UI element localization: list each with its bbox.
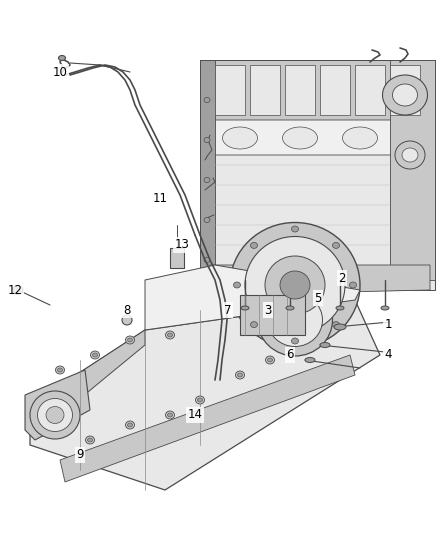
Bar bbox=[240, 295, 305, 335]
Ellipse shape bbox=[268, 358, 272, 362]
Text: 1: 1 bbox=[384, 319, 392, 332]
Ellipse shape bbox=[204, 98, 210, 102]
Text: 10: 10 bbox=[53, 66, 67, 78]
Ellipse shape bbox=[236, 371, 244, 379]
Text: 3: 3 bbox=[264, 303, 272, 317]
Ellipse shape bbox=[46, 407, 64, 424]
Ellipse shape bbox=[57, 368, 63, 372]
Ellipse shape bbox=[166, 411, 174, 419]
Text: 4: 4 bbox=[384, 349, 392, 361]
Ellipse shape bbox=[230, 222, 360, 348]
Bar bbox=[170, 248, 184, 268]
Text: 13: 13 bbox=[175, 238, 190, 252]
Ellipse shape bbox=[38, 399, 73, 432]
Ellipse shape bbox=[59, 55, 66, 61]
Ellipse shape bbox=[195, 396, 205, 404]
Ellipse shape bbox=[126, 421, 134, 429]
Text: 5: 5 bbox=[314, 292, 321, 304]
Ellipse shape bbox=[286, 306, 294, 310]
Ellipse shape bbox=[265, 356, 275, 364]
Ellipse shape bbox=[127, 338, 133, 342]
Ellipse shape bbox=[85, 436, 95, 444]
Ellipse shape bbox=[280, 271, 310, 299]
Polygon shape bbox=[390, 60, 435, 280]
Ellipse shape bbox=[88, 438, 92, 442]
Text: 14: 14 bbox=[187, 408, 202, 422]
Polygon shape bbox=[320, 65, 350, 115]
Ellipse shape bbox=[204, 217, 210, 222]
Ellipse shape bbox=[305, 358, 315, 362]
Polygon shape bbox=[25, 370, 90, 440]
Ellipse shape bbox=[237, 373, 243, 377]
Ellipse shape bbox=[204, 257, 210, 262]
Ellipse shape bbox=[283, 127, 318, 149]
Ellipse shape bbox=[336, 306, 344, 310]
Ellipse shape bbox=[13, 286, 23, 295]
Text: 9: 9 bbox=[76, 448, 84, 462]
Ellipse shape bbox=[30, 391, 80, 439]
Polygon shape bbox=[215, 65, 245, 115]
Polygon shape bbox=[250, 65, 280, 115]
Polygon shape bbox=[30, 330, 145, 430]
Ellipse shape bbox=[166, 331, 174, 339]
Ellipse shape bbox=[92, 353, 98, 357]
Polygon shape bbox=[285, 65, 315, 115]
Ellipse shape bbox=[251, 243, 258, 248]
Ellipse shape bbox=[241, 306, 249, 310]
Polygon shape bbox=[390, 65, 420, 115]
Ellipse shape bbox=[258, 284, 332, 356]
Text: 2: 2 bbox=[338, 271, 346, 285]
Ellipse shape bbox=[91, 351, 99, 359]
Ellipse shape bbox=[167, 413, 173, 417]
Text: 7: 7 bbox=[224, 303, 232, 317]
Ellipse shape bbox=[402, 148, 418, 162]
Ellipse shape bbox=[245, 237, 345, 334]
Polygon shape bbox=[145, 265, 360, 330]
Polygon shape bbox=[205, 120, 430, 155]
Polygon shape bbox=[60, 355, 355, 482]
Polygon shape bbox=[30, 300, 380, 490]
Polygon shape bbox=[210, 60, 430, 120]
Polygon shape bbox=[210, 265, 430, 295]
Ellipse shape bbox=[251, 321, 258, 328]
Ellipse shape bbox=[395, 141, 425, 169]
Ellipse shape bbox=[204, 177, 210, 182]
Ellipse shape bbox=[350, 282, 357, 288]
Text: 8: 8 bbox=[124, 303, 131, 317]
Ellipse shape bbox=[292, 226, 299, 232]
Polygon shape bbox=[200, 60, 435, 290]
Ellipse shape bbox=[265, 256, 325, 314]
Ellipse shape bbox=[381, 306, 389, 310]
Ellipse shape bbox=[198, 398, 202, 402]
Ellipse shape bbox=[127, 423, 133, 427]
Ellipse shape bbox=[382, 75, 427, 115]
Ellipse shape bbox=[122, 315, 132, 325]
Ellipse shape bbox=[126, 336, 134, 344]
Ellipse shape bbox=[56, 366, 64, 374]
Ellipse shape bbox=[292, 338, 299, 344]
Ellipse shape bbox=[392, 84, 417, 106]
Ellipse shape bbox=[223, 127, 258, 149]
Polygon shape bbox=[355, 65, 385, 115]
Ellipse shape bbox=[167, 333, 173, 337]
Ellipse shape bbox=[334, 324, 346, 330]
Ellipse shape bbox=[268, 294, 322, 346]
Text: 11: 11 bbox=[152, 191, 167, 205]
Ellipse shape bbox=[233, 282, 240, 288]
Ellipse shape bbox=[332, 243, 339, 248]
Polygon shape bbox=[200, 60, 215, 290]
Ellipse shape bbox=[343, 127, 378, 149]
Text: 6: 6 bbox=[286, 349, 294, 361]
Ellipse shape bbox=[320, 343, 330, 348]
Ellipse shape bbox=[204, 138, 210, 142]
Text: 12: 12 bbox=[7, 284, 22, 296]
Ellipse shape bbox=[332, 321, 339, 328]
